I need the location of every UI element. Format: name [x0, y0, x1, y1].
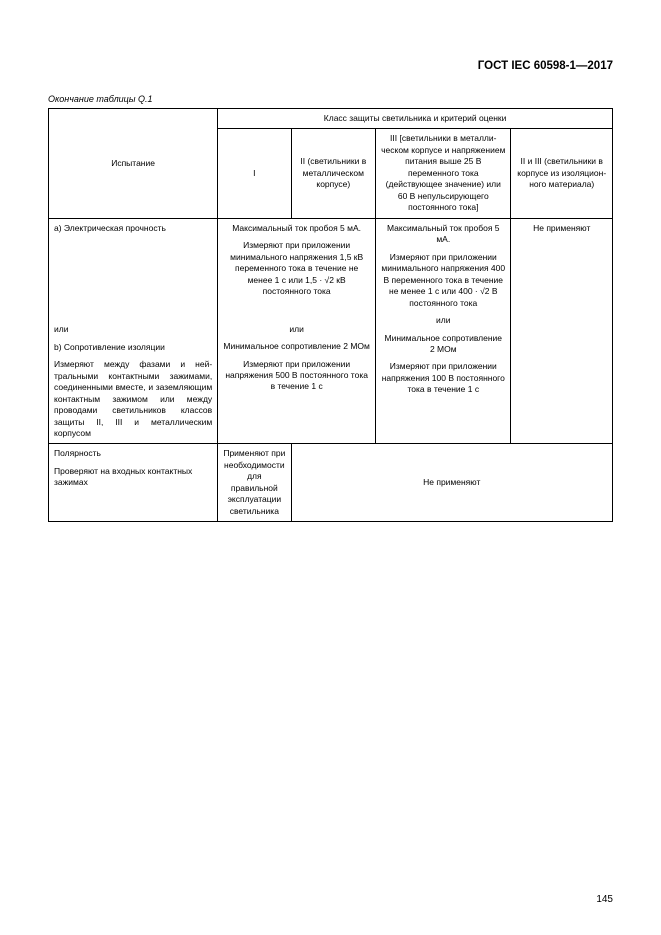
cell-polarity-label: Полярность Проверяют на входных контактн… — [49, 444, 218, 522]
label-row-a: a) Электрическая прочность — [54, 223, 212, 234]
label-row-b: b) Сопротивление изоляции — [54, 342, 212, 353]
polarity-sub: Проверяют на входных контактных зажимах — [54, 466, 212, 489]
th-group: Класс защиты светильника и критерий оцен… — [218, 109, 613, 129]
th-I: I — [218, 129, 291, 218]
th-III: III [светильники в металли­ческом корпус… — [376, 129, 511, 218]
polarity-label: Полярность — [54, 448, 212, 459]
or-III: или — [381, 315, 505, 326]
cell-polarity-rest: Не применяют — [291, 444, 613, 522]
a-I-II-top: Максимальный ток пробоя 5 мА. — [223, 223, 370, 234]
cell-last-a: Не приме­няют — [511, 218, 613, 444]
a-III-top: Максимальный ток пробоя 5 мА. — [381, 223, 505, 246]
cell-III: Максимальный ток пробоя 5 мА. Измеряют п… — [376, 218, 511, 444]
table-caption: Окончание таблицы Q.1 — [48, 94, 613, 104]
label-or-1: или — [54, 324, 212, 335]
b-III-top: Минимальное сопро­тивление 2 МОм — [381, 333, 505, 356]
th-II: II (светильни­ки в метал­лическом корпус… — [291, 129, 376, 218]
a-last: Не приме­няют — [516, 223, 607, 234]
cell-test-ab: a) Электрическая прочность или b) Сопрот… — [49, 218, 218, 444]
b-I-II-top: Минимальное сопротивление 2 МОм — [223, 341, 370, 352]
cell-I-II: Максимальный ток пробоя 5 мА. Измеряют п… — [218, 218, 376, 444]
b-I-II-body: Измеряют при приложении напряжения 500 В… — [223, 359, 370, 393]
row-b-note: Измеряют между фазами и ней­тральными ко… — [54, 359, 212, 439]
doc-title: ГОСТ IEC 60598-1—2017 — [48, 60, 613, 72]
a-III-body: Измеряют при прило­жении минимального на… — [381, 252, 505, 309]
b-III-body: Измеряют при прило­жении напряжения 100 … — [381, 361, 505, 395]
or-I-II: или — [223, 324, 370, 335]
a-I-II-body: Измеряют при приложении минимального нап… — [223, 240, 370, 297]
cell-polarity-I: Применяют при необхо­димости для правиль… — [218, 444, 291, 522]
table-q1: Испытание Класс защиты светильника и кри… — [48, 108, 613, 522]
page-number: 145 — [596, 894, 613, 905]
page: ГОСТ IEC 60598-1—2017 Окончание таблицы … — [0, 0, 661, 935]
th-II-III: II и III (светиль­ники в корпусе из изол… — [511, 129, 613, 218]
th-test: Испытание — [49, 109, 218, 219]
